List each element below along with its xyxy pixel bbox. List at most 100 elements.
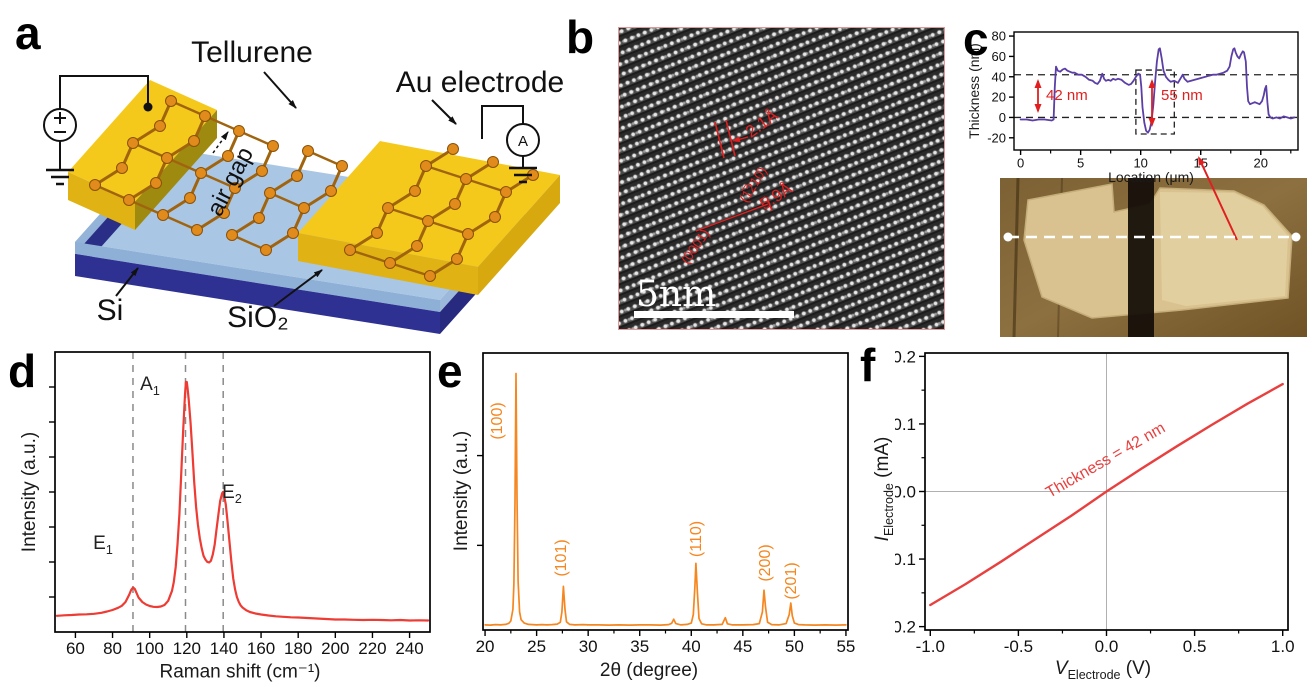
panel-letter-d: d — [8, 345, 37, 397]
te-atom — [336, 160, 348, 172]
y-tick-label: 20 — [992, 90, 1006, 105]
tellurene-label: Tellurene — [191, 36, 313, 69]
panel-letter-c: c — [963, 13, 989, 65]
c-x-axis-label: Location (μm) — [1108, 169, 1194, 185]
x-tick-label: 40 — [682, 637, 701, 656]
lattice-spacing-mark — [714, 121, 725, 159]
x-tick-label: 5 — [1077, 155, 1084, 170]
te-atom — [291, 170, 303, 182]
ammeter-label: A — [518, 133, 528, 150]
x-tick-label: 50 — [785, 637, 804, 656]
x-tick-label: 1.0 — [1271, 637, 1295, 656]
sio2-arrow — [273, 269, 323, 307]
x-tick-label: 240 — [395, 639, 423, 658]
air-gap-arrow — [212, 131, 229, 154]
te-atom — [460, 173, 472, 185]
si-label: Si — [97, 294, 124, 327]
x-tick-label: 35 — [630, 637, 649, 656]
si-arrow — [115, 267, 139, 297]
te-atom — [325, 185, 337, 197]
device-schematic: A Tellurene Au electrode Si SiO₂ air gap — [43, 36, 564, 334]
plane-2-label: (0001) — [678, 226, 713, 267]
y-tick-label: -20 — [987, 130, 1006, 145]
te-atom — [260, 244, 272, 256]
thickness-annotation-42nm: 42 nm — [1046, 87, 1088, 104]
te-atom — [462, 228, 474, 240]
xrd-peak-label-100: (100) — [489, 402, 506, 440]
au-electrode-arrow — [431, 99, 457, 125]
contact-dot-left — [143, 102, 153, 112]
lattice-spacing-tick — [766, 196, 773, 212]
scale-bar — [634, 311, 794, 318]
te-atom — [451, 253, 463, 265]
te-atom — [222, 150, 234, 162]
thickness-annotation-55nm: 55 nm — [1161, 87, 1203, 104]
e-x-axis-label: 2θ (degree) — [599, 660, 699, 681]
x-tick-label: 200 — [321, 639, 349, 658]
x-tick-label: -0.5 — [1004, 637, 1033, 656]
te-atom — [199, 110, 211, 122]
te-atom — [150, 177, 162, 189]
te-atom — [188, 135, 200, 147]
d-x-axis-label: Raman shift (cm⁻¹) — [159, 661, 321, 683]
si-front-face — [75, 254, 440, 334]
iv-series — [929, 382, 1284, 607]
te-atom — [287, 227, 299, 239]
x-tick-label: 80 — [103, 639, 122, 658]
x-tick-label: 20 — [1254, 155, 1268, 170]
x-tick-label: 10 — [1133, 155, 1147, 170]
te-atom — [424, 270, 436, 282]
x-tick-label: 120 — [173, 639, 201, 658]
te-atom — [447, 143, 459, 155]
raman-plot-area — [55, 352, 430, 632]
panel-letter-f: f — [860, 339, 876, 391]
panel-c-overlay — [1003, 79, 1301, 242]
te-atom — [127, 137, 139, 149]
xrd-ticks: 20 25 30 35 40 45 50 55 — [476, 454, 855, 656]
te-atom — [256, 165, 268, 177]
x-tick-label: 0.5 — [1183, 637, 1207, 656]
y-tick-label: 80 — [992, 29, 1006, 44]
sio2-front-face — [75, 242, 440, 312]
x-tick-label: 60 — [66, 639, 85, 658]
te-atom — [500, 186, 512, 198]
f-y-axis-label: IElectrode (mA) — [872, 436, 896, 542]
raman-ticks: 60 80 100 120 140 160 180 200 220 240 — [49, 386, 424, 658]
x-tick-label: 0 — [1017, 155, 1024, 170]
f-x-axis-label: VElectrode (V) — [1054, 658, 1152, 682]
te-atom — [218, 207, 230, 219]
tem-border — [618, 27, 945, 330]
panel-letter-b: b — [566, 11, 595, 63]
d-y-axis-label: Intensity (a.u.) — [19, 431, 40, 553]
te-atom — [116, 162, 128, 174]
te-atom — [157, 209, 169, 221]
x-tick-label: 30 — [579, 637, 598, 656]
x-tick-label: 55 — [836, 637, 855, 656]
te-atom — [123, 194, 135, 206]
te-atom — [409, 185, 421, 197]
tellurene-lattice — [89, 95, 539, 282]
lattice-spacing-mark — [695, 203, 769, 232]
te-atom — [489, 211, 501, 223]
y-tick-label: 0.0 — [895, 482, 916, 501]
te-atom — [411, 240, 423, 252]
x-tick-label: 100 — [135, 639, 163, 658]
y-tick-label: -0.2 — [895, 618, 916, 637]
y-tick-label: 0.1 — [895, 415, 916, 434]
x-tick-label: 220 — [358, 639, 386, 658]
te-atom — [161, 152, 173, 164]
x-tick-label: 25 — [527, 637, 546, 656]
tellurene-arrow — [263, 71, 297, 109]
te-atom — [264, 187, 276, 199]
xrd-plot-area — [484, 372, 847, 626]
xrd-peak-label-101: (101) — [553, 539, 570, 577]
voltage-source-icon — [43, 75, 149, 186]
scale-bar-label: 5nm — [636, 274, 716, 315]
au-electrode-label: Au electrode — [396, 66, 564, 99]
xrd-peak-label-200: (200) — [757, 544, 774, 582]
y-tick-label: 0.2 — [895, 347, 916, 366]
te-atom — [382, 202, 394, 214]
x-tick-label: 140 — [210, 639, 238, 658]
